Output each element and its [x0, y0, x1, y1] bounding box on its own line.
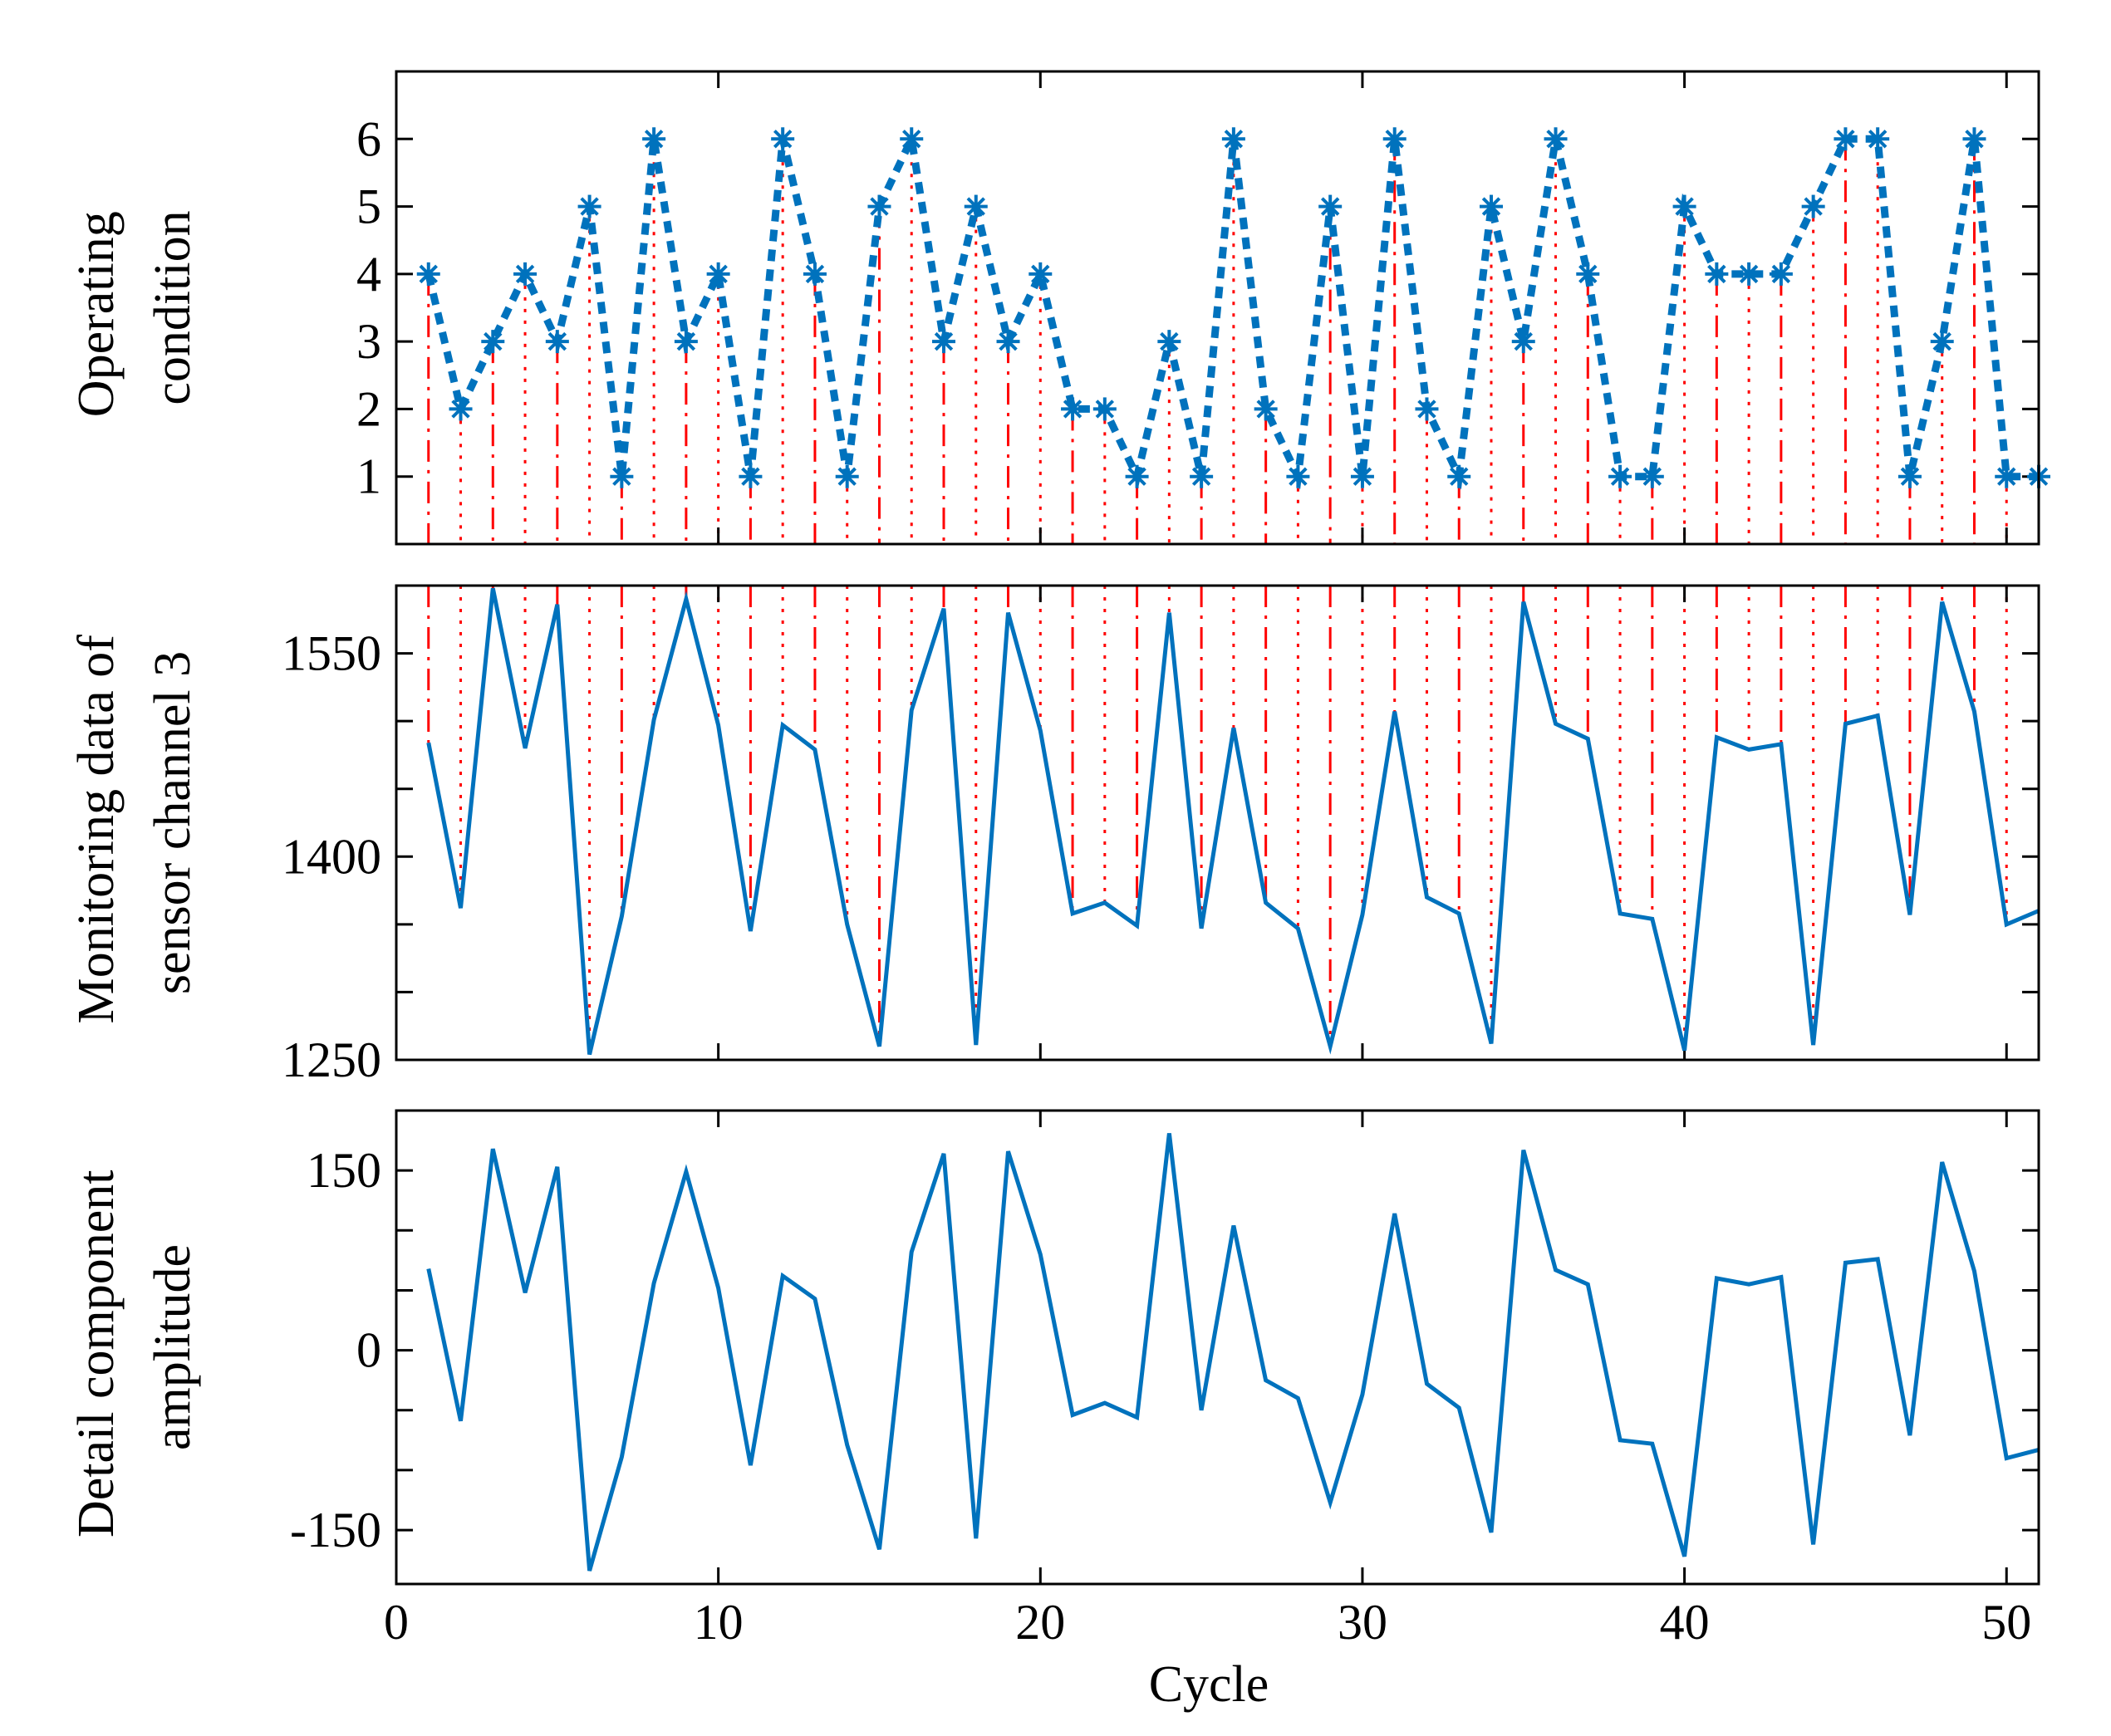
asterisk-marker — [577, 194, 601, 218]
sensor-channel-3-axes-frame — [395, 584, 2040, 1062]
asterisk-marker — [1254, 397, 1278, 421]
cycle-x-tick-labels: 0 10 20 30 40 50 — [384, 1595, 2031, 1650]
asterisk-marker — [545, 330, 569, 354]
asterisk-marker — [1382, 127, 1407, 151]
detail-component-axes-frame — [395, 1109, 2040, 1586]
asterisk-marker — [1930, 330, 1954, 354]
y-tick-label: -150 — [290, 1503, 381, 1557]
asterisk-marker — [1576, 262, 1600, 286]
asterisk-marker — [1801, 194, 1825, 218]
asterisk-marker — [1511, 330, 1535, 354]
y-tick-label: 5 — [356, 179, 381, 234]
asterisk-marker — [1995, 464, 2019, 488]
detail-component-y-axis-title-line-1: Detail component — [68, 1170, 125, 1537]
x-tick-label: 0 — [384, 1595, 409, 1650]
operating-condition-markers — [416, 127, 2050, 488]
x-tick-label: 50 — [1981, 1595, 2031, 1650]
asterisk-marker — [900, 127, 924, 151]
asterisk-marker — [1672, 194, 1696, 218]
asterisk-marker — [739, 464, 763, 488]
asterisk-marker — [1480, 194, 1503, 218]
asterisk-marker — [1190, 464, 1214, 488]
detail-component-y-axis-title: Detail component amplitude — [68, 1157, 201, 1537]
operating-condition-y-axis-title: Operating condition — [68, 199, 201, 417]
sensor-channel-3-y-tick-labels: 1250 1400 1550 — [282, 626, 381, 1087]
asterisk-marker — [803, 262, 827, 286]
y-tick-label: 2 — [356, 381, 381, 436]
detail-component-ticks — [395, 1111, 2039, 1584]
asterisk-marker — [1157, 330, 1181, 354]
asterisk-marker — [1415, 397, 1439, 421]
x-tick-label: 40 — [1660, 1595, 1710, 1650]
asterisk-marker — [996, 330, 1020, 354]
asterisk-marker — [964, 194, 988, 218]
asterisk-marker — [1221, 127, 1245, 151]
x-axis-title: Cycle — [1149, 1656, 1269, 1713]
asterisk-marker — [1286, 464, 1310, 488]
cycle-guide-lines — [427, 139, 2040, 544]
asterisk-marker — [1834, 127, 1858, 151]
sensor-channel-3-y-axis-title: Monitoring data of sensor channel 3 — [68, 622, 201, 1024]
asterisk-marker — [1028, 262, 1053, 286]
asterisk-marker — [642, 127, 666, 151]
sensor-channel-3-y-axis-title-line-1: Monitoring data of — [68, 635, 125, 1024]
y-tick-label: 1550 — [282, 626, 381, 681]
y-tick-label: 3 — [356, 314, 381, 369]
operating-condition-panel: 1 2 3 4 5 6 Operating condition — [68, 70, 2050, 546]
y-tick-label: 4 — [356, 247, 381, 302]
asterisk-marker — [1962, 127, 1986, 151]
operating-condition-y-axis-title-line-2: condition — [145, 210, 201, 405]
detail-component-y-tick-labels: -150 0 150 — [290, 1143, 381, 1557]
asterisk-marker — [1092, 397, 1117, 421]
asterisk-marker — [1769, 262, 1793, 286]
y-tick-label: 1 — [356, 449, 381, 504]
y-tick-label: 1400 — [282, 829, 381, 884]
y-tick-label: 1250 — [282, 1032, 381, 1087]
operating-condition-y-axis-title-line-1: Operating — [68, 211, 125, 417]
asterisk-marker — [416, 262, 440, 286]
asterisk-marker — [1866, 127, 1890, 151]
sensor-channel-3-panel: 1250 1400 1550 Monitoring data of sensor c… — [68, 584, 2040, 1087]
x-tick-label: 20 — [1015, 1595, 1065, 1650]
x-tick-label: 30 — [1338, 1595, 1387, 1650]
asterisk-marker — [706, 262, 730, 286]
x-tick-label: 10 — [694, 1595, 744, 1650]
operating-condition-y-tick-labels: 1 2 3 4 5 6 — [356, 111, 381, 503]
sensor-channel-3-series-line — [426, 587, 2040, 1056]
sensor-channel-3-y-axis-title-line-2: sensor channel 3 — [145, 651, 201, 994]
asterisk-marker — [610, 464, 634, 488]
y-tick-label: 0 — [356, 1323, 381, 1378]
asterisk-marker — [1737, 262, 1761, 286]
operating-condition-series-line — [425, 126, 2039, 490]
asterisk-marker — [1125, 464, 1149, 488]
asterisk-marker — [1544, 127, 1568, 151]
asterisk-marker — [1897, 464, 1922, 488]
asterisk-marker — [771, 127, 795, 151]
y-tick-label: 150 — [307, 1143, 381, 1198]
asterisk-marker — [1447, 464, 1471, 488]
detail-component-y-axis-title-line-2: amplitude — [145, 1244, 201, 1450]
asterisk-marker — [835, 464, 859, 488]
asterisk-marker — [1061, 397, 1085, 421]
asterisk-marker — [449, 397, 473, 421]
asterisk-marker — [1608, 464, 1632, 488]
asterisk-marker — [867, 194, 891, 218]
detail-component-series-line — [426, 1133, 2040, 1572]
asterisk-marker — [1640, 464, 1664, 488]
asterisk-marker — [932, 330, 955, 354]
operating-condition-axes-frame — [395, 70, 2040, 546]
asterisk-marker — [481, 330, 505, 354]
asterisk-marker — [674, 330, 698, 354]
asterisk-marker — [1705, 262, 1729, 286]
asterisk-marker — [1318, 194, 1343, 218]
y-tick-label: 6 — [356, 111, 381, 166]
asterisk-marker — [513, 262, 538, 286]
asterisk-marker — [1350, 464, 1374, 488]
cycle-guide-lines — [427, 586, 2040, 1055]
